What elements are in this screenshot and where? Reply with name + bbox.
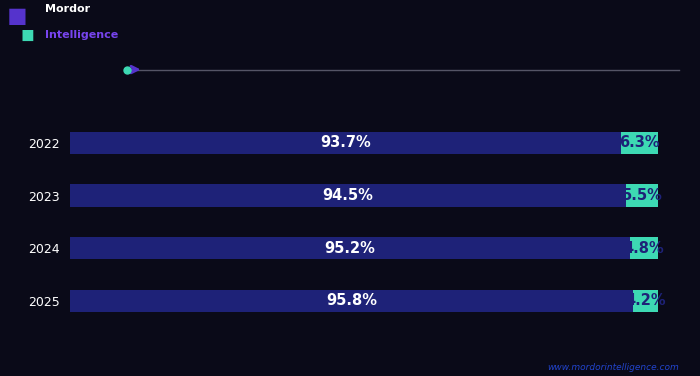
Text: 4.2%: 4.2% [625, 293, 666, 308]
Bar [626, 185, 658, 206]
Bar [70, 132, 658, 154]
Bar [70, 290, 634, 312]
Text: 95.8%: 95.8% [326, 293, 377, 308]
Legend: Bulk, Packaging: Bulk, Packaging [280, 375, 448, 376]
Text: 5.5%: 5.5% [622, 188, 662, 203]
Bar [70, 185, 658, 206]
Bar [70, 290, 658, 312]
Bar [621, 132, 658, 154]
Text: ◼: ◼ [21, 26, 35, 44]
Text: Intelligence: Intelligence [46, 30, 119, 40]
Text: Mordor: Mordor [46, 4, 90, 14]
Text: www.mordorintelligence.com: www.mordorintelligence.com [547, 363, 679, 372]
Text: 6.3%: 6.3% [620, 135, 660, 150]
Text: 95.2%: 95.2% [325, 241, 375, 256]
Bar [70, 237, 658, 259]
Bar [630, 237, 658, 259]
Text: 93.7%: 93.7% [320, 135, 371, 150]
Text: ◼: ◼ [7, 4, 28, 28]
Bar [70, 132, 621, 154]
Text: 94.5%: 94.5% [323, 188, 373, 203]
Bar [70, 237, 630, 259]
Bar [634, 290, 658, 312]
Bar [70, 185, 626, 206]
Text: 4.8%: 4.8% [624, 241, 664, 256]
